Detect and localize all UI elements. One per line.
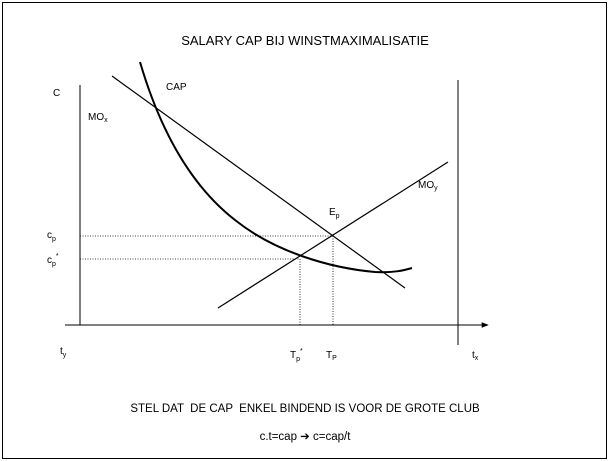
mo-x-line	[111, 75, 406, 289]
label: MOy	[418, 180, 438, 192]
cap-curve	[139, 61, 413, 274]
mo-y-line	[217, 161, 449, 309]
label: tx	[472, 350, 479, 362]
formula: c.t=cap ➔ c=cap/t	[260, 431, 352, 443]
label: ty	[60, 346, 67, 359]
title: SALARY CAP BIJ WINSTMAXIMALISATIE	[181, 33, 429, 48]
statement: STEL DAT DE CAP ENKEL BINDEND IS VOOR DE…	[130, 403, 480, 415]
label: cp*	[47, 253, 59, 268]
label: C	[53, 88, 60, 99]
guides	[80, 235, 334, 325]
label: TP	[326, 350, 337, 362]
label: CAP	[166, 82, 187, 93]
label: Ep	[329, 207, 340, 220]
label: cp	[47, 230, 56, 243]
label: MOx	[88, 112, 108, 124]
label: Tp*	[290, 348, 303, 363]
